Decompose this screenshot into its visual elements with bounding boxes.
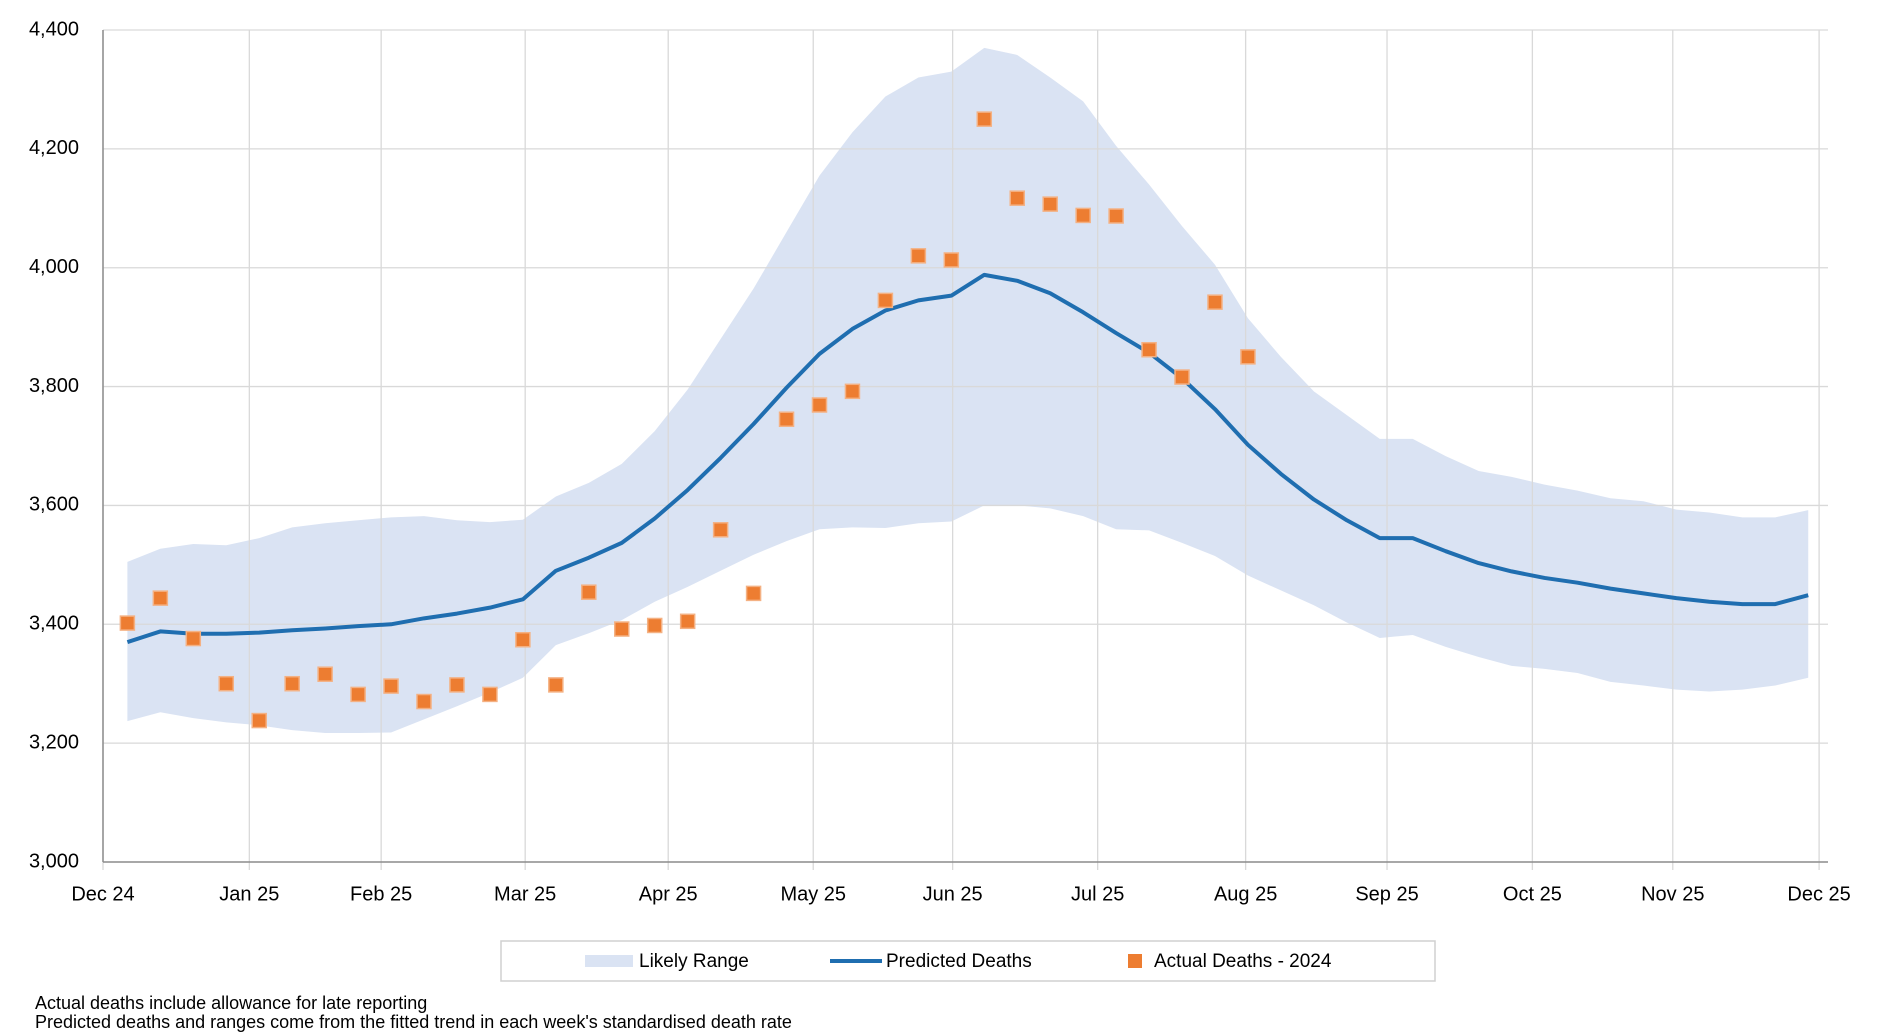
x-tick-label: Jul 25 (1071, 883, 1124, 905)
actual-point (646, 617, 663, 634)
actual-point (844, 383, 861, 400)
actual-point (350, 686, 366, 703)
y-tick-label: 3,000 (29, 850, 79, 872)
x-tick-label: Mar 25 (494, 883, 556, 905)
data-layer (119, 111, 1809, 729)
actual-point (548, 677, 564, 693)
y-tick-label: 4,000 (29, 256, 79, 278)
x-tick-label: Feb 25 (350, 883, 412, 905)
x-tick-label: Jun 25 (923, 883, 983, 905)
actual-point (811, 397, 828, 413)
actual-point (679, 613, 696, 630)
actual-point (910, 248, 927, 264)
y-tick-label: 3,800 (29, 375, 79, 397)
actual-point (1240, 349, 1256, 365)
actual-point (1108, 208, 1124, 224)
actual-point (581, 584, 597, 600)
x-tick-label: Jan 25 (219, 883, 279, 905)
actual-point (1042, 196, 1058, 212)
predicted-line (126, 272, 1809, 645)
footnote: Actual deaths include allowance for late… (35, 993, 427, 1013)
legend-label: Actual Deaths - 2024 (1154, 951, 1332, 972)
actual-point (1009, 190, 1025, 206)
actual-point (976, 111, 993, 127)
x-tick-label: Aug 25 (1214, 883, 1277, 905)
actual-point (152, 590, 169, 606)
actual-point (383, 678, 399, 694)
actual-point (185, 630, 202, 647)
y-tick-label: 3,200 (29, 731, 79, 753)
x-tick-label: Oct 25 (1503, 883, 1562, 905)
x-tick-label: Apr 25 (639, 883, 698, 905)
x-tick-label: Nov 25 (1641, 883, 1704, 905)
legend-swatch (585, 955, 633, 967)
actual-point (943, 252, 960, 268)
actual-point (317, 666, 333, 682)
actual-point (515, 631, 531, 648)
actual-point (745, 585, 762, 602)
legend-label: Predicted Deaths (886, 951, 1032, 972)
y-tick-label: 3,400 (29, 613, 79, 635)
footnote: Predicted deaths and ranges come from th… (35, 1012, 792, 1032)
x-tick-label: Dec 24 (71, 883, 134, 905)
grid-layer (102, 29, 1828, 870)
actual-point (1174, 369, 1190, 385)
x-tick-label: Dec 25 (1787, 883, 1850, 905)
actual-point (778, 411, 795, 428)
actual-point (416, 693, 432, 710)
legend-box (500, 940, 1436, 982)
actual-point (1207, 294, 1223, 310)
actual-point (1075, 207, 1091, 224)
actual-point (1141, 341, 1157, 358)
range-layer (127, 47, 1809, 734)
legend-swatch (1128, 954, 1142, 968)
actual-point (712, 522, 729, 538)
actual-point (449, 677, 465, 693)
legend-label: Likely Range (639, 951, 749, 972)
y-tick-label: 4,200 (29, 137, 79, 159)
actual-point (877, 292, 894, 309)
y-tick-label: 4,400 (29, 18, 79, 40)
actual-point (614, 621, 630, 637)
actual-point (284, 675, 300, 692)
actual-point (218, 675, 235, 692)
x-tick-label: Sep 25 (1355, 883, 1418, 905)
x-tick-label: May 25 (780, 883, 846, 905)
actual-point (251, 712, 267, 729)
actual-point (119, 615, 136, 631)
actual-point (482, 686, 498, 703)
y-tick-label: 3,600 (29, 494, 79, 516)
range-band (127, 47, 1809, 734)
